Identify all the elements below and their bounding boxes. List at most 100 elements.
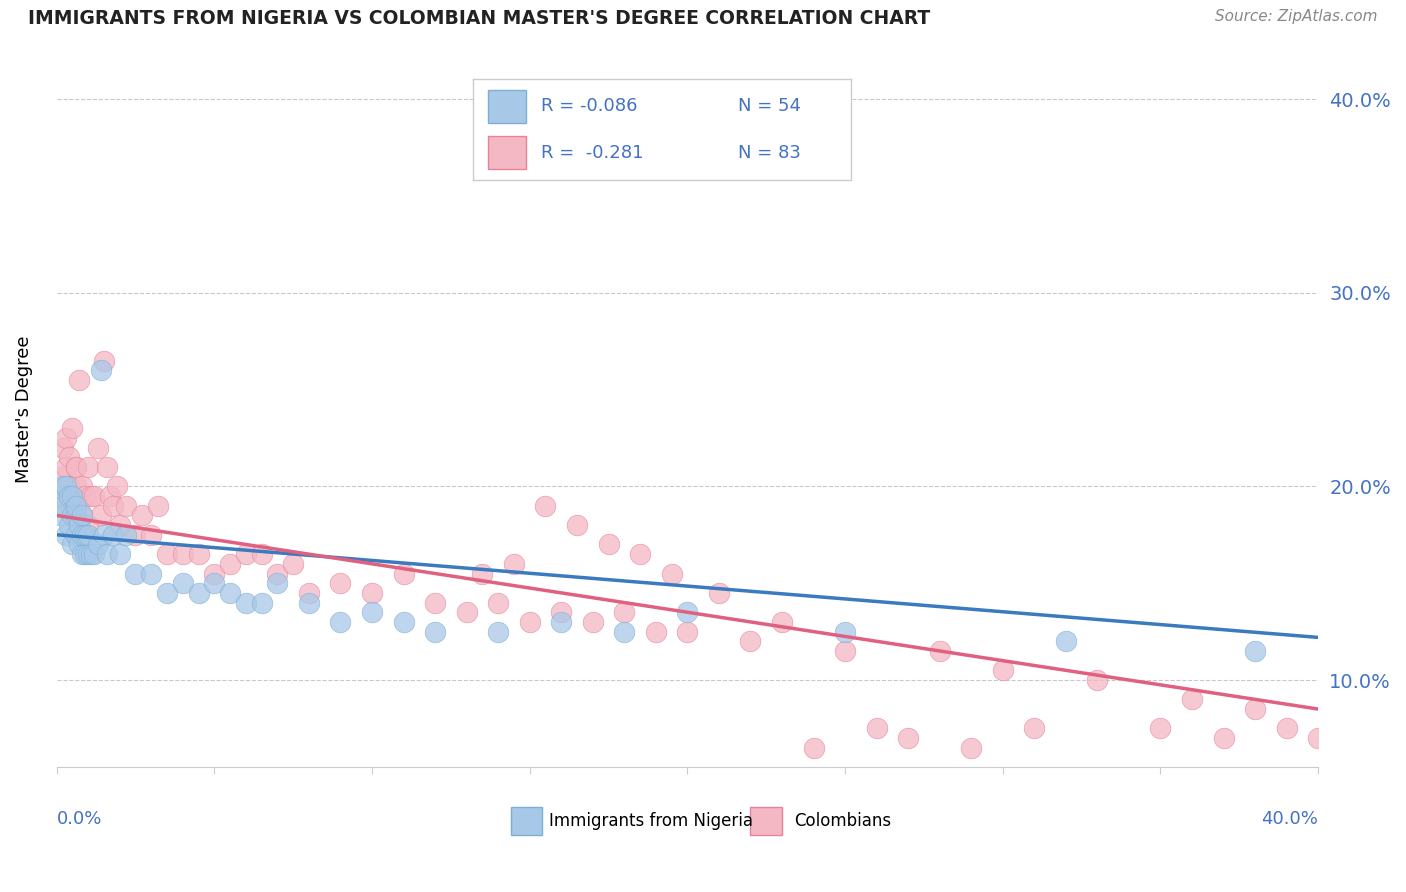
Point bbox=[70, 508, 93, 523]
Point bbox=[423, 624, 446, 639]
Point bbox=[67, 518, 90, 533]
Point bbox=[1244, 644, 1267, 658]
Point bbox=[73, 528, 96, 542]
Point bbox=[423, 596, 446, 610]
Text: 40.0%: 40.0% bbox=[1261, 810, 1319, 828]
Point bbox=[70, 547, 93, 561]
Point bbox=[105, 479, 128, 493]
Point bbox=[131, 508, 153, 523]
Point bbox=[83, 547, 105, 561]
Point bbox=[124, 528, 146, 542]
Point bbox=[550, 615, 572, 629]
Point bbox=[740, 634, 762, 648]
Point bbox=[928, 644, 950, 658]
Point bbox=[60, 537, 83, 551]
Point bbox=[582, 615, 605, 629]
Point bbox=[96, 460, 118, 475]
Point bbox=[115, 499, 138, 513]
Point bbox=[644, 624, 666, 639]
Point bbox=[613, 624, 636, 639]
Point bbox=[65, 460, 87, 475]
Point bbox=[52, 441, 75, 455]
Point bbox=[392, 615, 415, 629]
Point bbox=[49, 469, 72, 483]
Point bbox=[298, 586, 321, 600]
Text: 0.0%: 0.0% bbox=[56, 810, 103, 828]
Point bbox=[60, 421, 83, 435]
Point bbox=[250, 596, 273, 610]
Point bbox=[86, 441, 108, 455]
Point bbox=[49, 489, 72, 503]
Point bbox=[70, 528, 93, 542]
Point bbox=[834, 644, 856, 658]
Point bbox=[707, 586, 730, 600]
Point bbox=[1149, 722, 1171, 736]
Point bbox=[486, 624, 509, 639]
Point bbox=[202, 576, 225, 591]
Point bbox=[770, 615, 793, 629]
Point bbox=[661, 566, 683, 581]
Point bbox=[565, 518, 588, 533]
Point bbox=[52, 499, 75, 513]
Point bbox=[67, 537, 90, 551]
Point bbox=[90, 363, 112, 377]
Point bbox=[1212, 731, 1234, 745]
Point bbox=[73, 489, 96, 503]
Point bbox=[456, 605, 478, 619]
Point bbox=[90, 508, 112, 523]
Point bbox=[73, 528, 96, 542]
Point bbox=[187, 547, 209, 561]
Point bbox=[281, 557, 304, 571]
Point bbox=[519, 615, 541, 629]
Point bbox=[141, 528, 163, 542]
Point bbox=[172, 576, 194, 591]
Point bbox=[103, 528, 125, 542]
Point bbox=[70, 479, 93, 493]
Point bbox=[70, 508, 93, 523]
Point bbox=[80, 489, 103, 503]
Point bbox=[392, 566, 415, 581]
Point bbox=[65, 460, 87, 475]
Point bbox=[202, 566, 225, 581]
Point bbox=[49, 508, 72, 523]
Point bbox=[613, 605, 636, 619]
Point bbox=[108, 518, 131, 533]
Point bbox=[329, 576, 352, 591]
Point bbox=[361, 605, 384, 619]
Point bbox=[77, 547, 100, 561]
Point bbox=[960, 740, 983, 755]
Point bbox=[65, 479, 87, 493]
Point bbox=[172, 547, 194, 561]
Point bbox=[60, 508, 83, 523]
Point bbox=[58, 518, 80, 533]
Point bbox=[486, 596, 509, 610]
FancyBboxPatch shape bbox=[751, 806, 782, 835]
Point bbox=[219, 557, 242, 571]
Point bbox=[108, 547, 131, 561]
Point bbox=[1024, 722, 1046, 736]
Point bbox=[58, 489, 80, 503]
Point bbox=[65, 508, 87, 523]
Point bbox=[156, 547, 179, 561]
Point bbox=[77, 460, 100, 475]
Point bbox=[156, 586, 179, 600]
Point bbox=[1244, 702, 1267, 716]
Point bbox=[250, 547, 273, 561]
Point bbox=[83, 489, 105, 503]
Point bbox=[503, 557, 526, 571]
Point bbox=[598, 537, 620, 551]
Point bbox=[628, 547, 651, 561]
Point bbox=[146, 499, 169, 513]
Point bbox=[96, 547, 118, 561]
Point bbox=[361, 586, 384, 600]
Point bbox=[65, 499, 87, 513]
Point bbox=[1308, 731, 1330, 745]
Point bbox=[1275, 722, 1298, 736]
Point bbox=[550, 605, 572, 619]
Point bbox=[73, 547, 96, 561]
Point bbox=[55, 479, 77, 493]
Point bbox=[58, 479, 80, 493]
Point bbox=[93, 528, 115, 542]
Point bbox=[298, 596, 321, 610]
Point bbox=[80, 547, 103, 561]
